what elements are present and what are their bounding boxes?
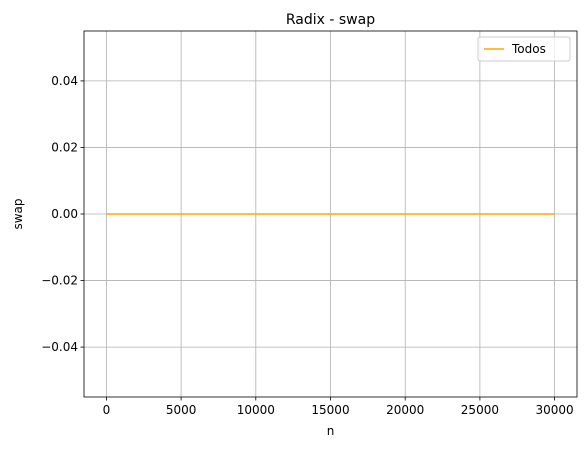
x-axis: 0 5000 10000 15000 20000 25000 30000 [103,397,574,417]
legend-label-todos: Todos [511,42,546,56]
y-tick-label: 0.04 [51,74,78,88]
x-tick-label: 20000 [386,403,424,417]
x-tick-label: 10000 [237,403,275,417]
x-tick-label: 15000 [311,403,349,417]
y-tick-label: 0.02 [51,140,78,154]
x-tick-label: 25000 [461,403,499,417]
y-tick-label: −0.04 [41,340,78,354]
chart-title: Radix - swap [286,12,375,28]
x-tick-label: 0 [103,403,111,417]
y-tick-label: 0.00 [51,207,78,221]
x-axis-label: n [327,424,335,438]
y-tick-label: −0.02 [41,274,78,288]
y-axis-label: swap [11,198,25,229]
legend: Todos [477,36,571,62]
x-tick-label: 5000 [166,403,197,417]
y-axis: −0.04 −0.02 0.00 0.02 0.04 [41,74,84,354]
x-tick-label: 30000 [535,403,573,417]
legend-box [477,36,571,62]
